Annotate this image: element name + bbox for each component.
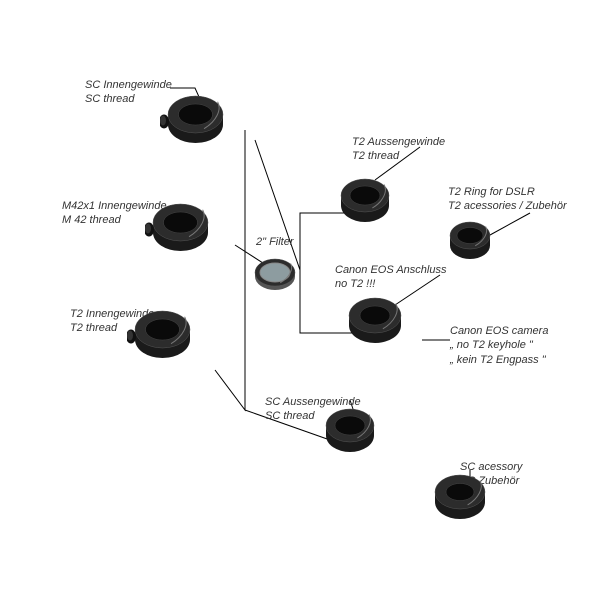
ring-sc_acc_ring	[427, 468, 493, 526]
ring-t2_innen_ring	[127, 304, 198, 365]
label-t2_aussen: T2 Aussengewinde T2 thread	[352, 135, 445, 164]
ring-m42_innen_ring	[145, 197, 216, 258]
ring-sc_innen_ring	[160, 89, 231, 150]
ring-eos_ring	[341, 291, 409, 350]
ring-filter_ring	[247, 249, 303, 300]
label-eos_anschl: Canon EOS Anschluss no T2 !!!	[335, 263, 446, 292]
label-eos_cam: Canon EOS camera „ no T2 keyhole " „ kei…	[450, 324, 548, 367]
ring-t2_ring_ring	[442, 215, 498, 266]
ring-t2_aussen_ring	[333, 172, 397, 229]
ring-sc_aussen_ring	[318, 402, 382, 459]
label-t2_ring: T2 Ring for DSLR T2 acessories / Zubehör	[448, 185, 567, 214]
label-filter: 2" Filter	[256, 235, 294, 249]
